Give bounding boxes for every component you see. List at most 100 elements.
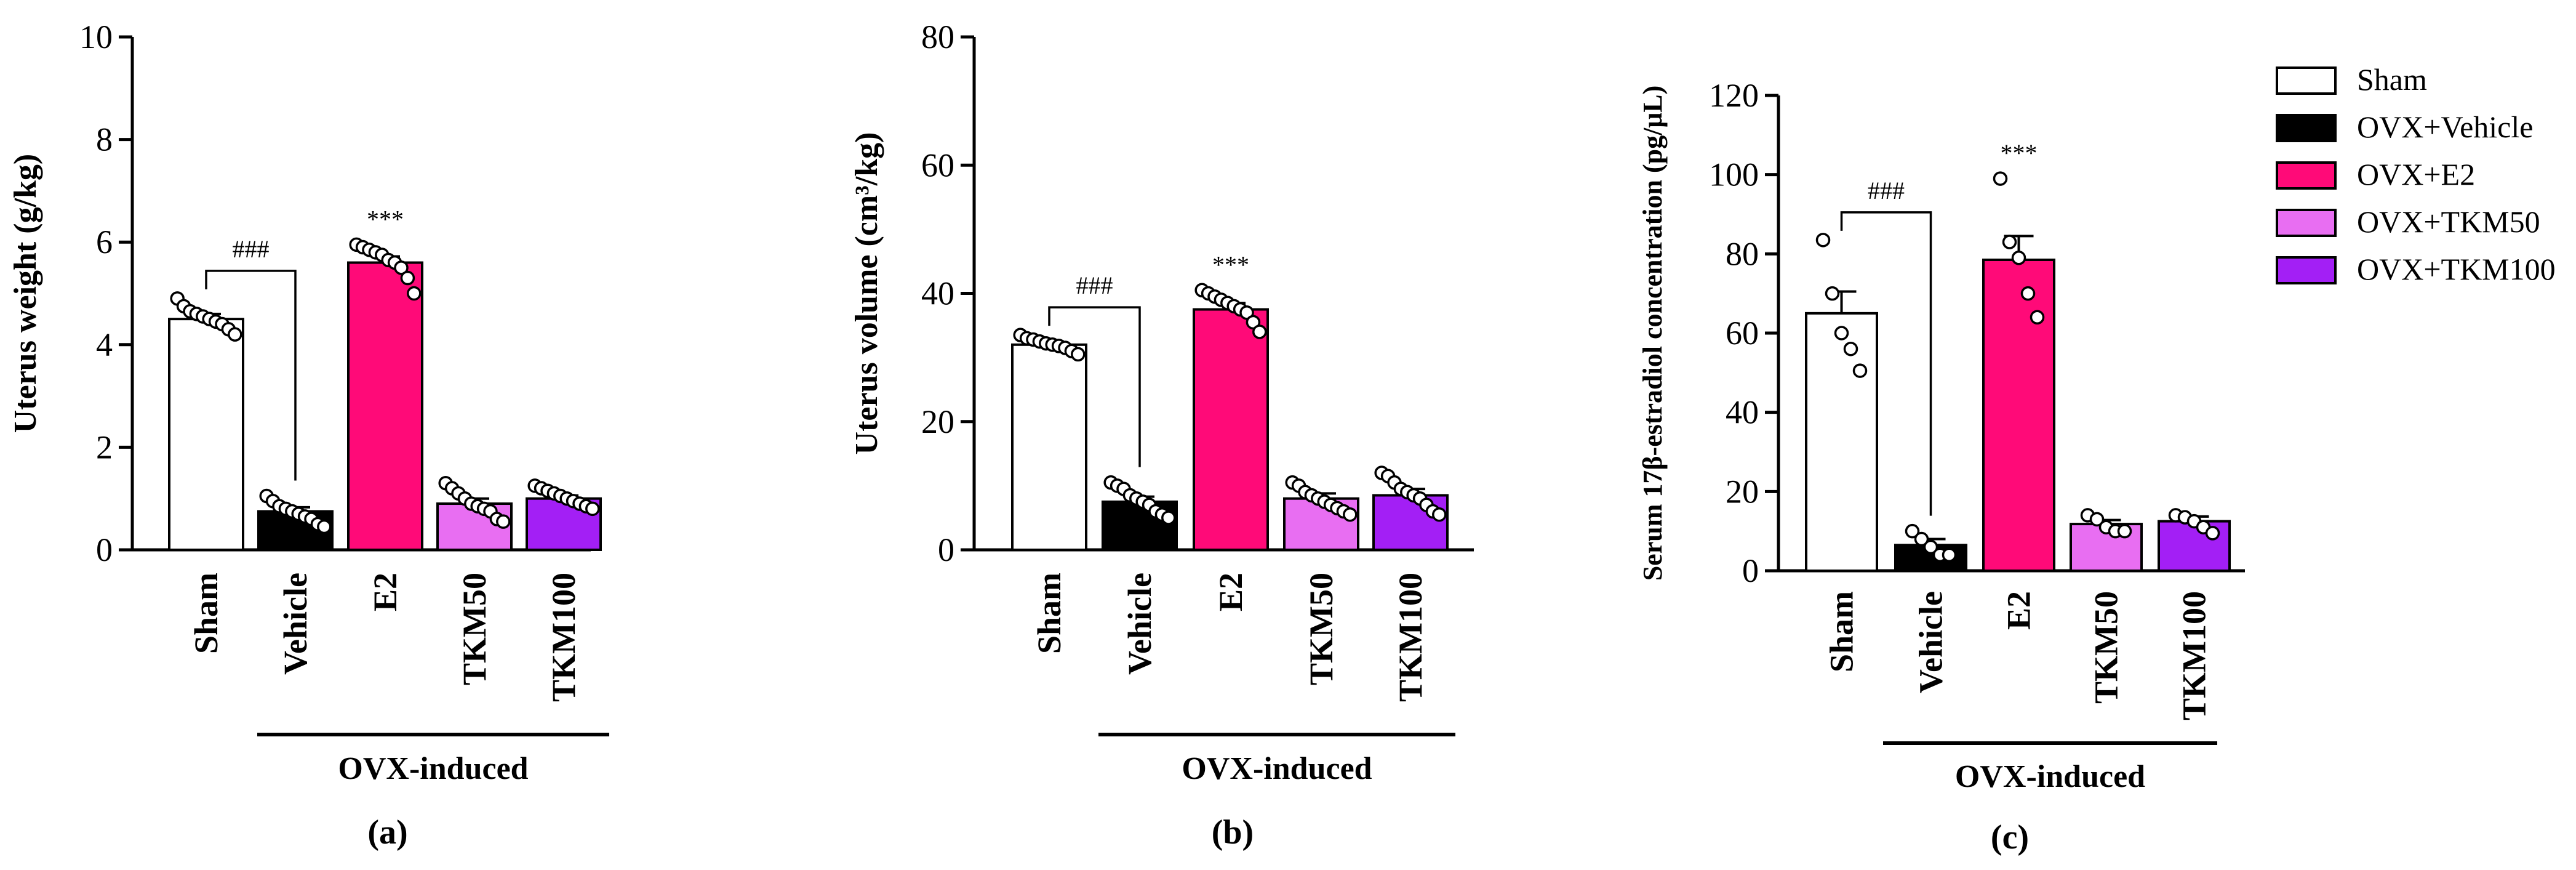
data-point [1161, 510, 1176, 525]
bar [347, 261, 423, 551]
comparison-label: ### [1868, 177, 1905, 204]
data-point [1246, 315, 1261, 330]
category-label: E2 [1212, 573, 1249, 611]
category-label: TKM50 [1303, 573, 1340, 685]
bar [1011, 343, 1087, 551]
comparison-label: ### [1076, 272, 1113, 299]
group-label: OVX-induced [1182, 751, 1372, 786]
data-point [400, 270, 415, 286]
y-tick-label: 60 [921, 147, 954, 183]
data-point [1993, 171, 2008, 186]
significance-label: *** [2001, 139, 2038, 167]
comparison-bracket [205, 270, 297, 481]
category-label: TKM50 [456, 573, 493, 685]
comparison-bracket [1048, 306, 1141, 467]
significance-label: *** [1212, 251, 1249, 278]
y-tick-label: 8 [96, 121, 113, 158]
data-point [407, 286, 422, 301]
legend-swatch [2276, 114, 2337, 142]
data-point [1432, 507, 1447, 522]
legend-label: OVX+E2 [2357, 157, 2475, 191]
category-label: TKM100 [545, 573, 582, 702]
category-label: Vehicle [277, 573, 314, 675]
data-point [1914, 531, 1929, 547]
y-tick-label: 10 [79, 18, 113, 55]
category-label: Sham [1823, 591, 1860, 672]
category-label: Vehicle [1913, 591, 1950, 693]
bar [2158, 520, 2231, 572]
bar [168, 318, 244, 552]
legend-swatch [2276, 66, 2337, 95]
group-label: OVX-induced [1955, 759, 2145, 794]
legend-swatch [2276, 209, 2337, 237]
category-label: TKM100 [2176, 591, 2213, 720]
data-point [2030, 310, 2045, 325]
y-tick-label: 100 [1709, 156, 1759, 193]
bar [1193, 308, 1269, 551]
y-axis-label: Uterus weight (g/kg) [8, 154, 43, 433]
comparison-bracket [1840, 211, 1932, 516]
y-tick-label: 0 [1742, 552, 1759, 589]
data-point [585, 501, 600, 517]
legend-swatch [2276, 161, 2337, 190]
data-point [394, 260, 409, 275]
significance-label: *** [367, 205, 404, 233]
data-point [2011, 251, 2026, 265]
data-point [1071, 347, 1086, 362]
data-point [1942, 547, 1957, 563]
data-point [2205, 526, 2220, 541]
data-point [1239, 305, 1254, 320]
category-label: Sham [1031, 573, 1068, 654]
category-label: E2 [367, 573, 404, 611]
data-point [1843, 341, 1858, 356]
data-point [1343, 507, 1358, 522]
y-tick-label: 0 [96, 531, 113, 568]
category-label: TKM50 [2088, 591, 2125, 704]
data-point [1252, 324, 1267, 339]
legend-label: OVX+TKM50 [2357, 204, 2540, 239]
legend-label: OVX+TKM100 [2357, 252, 2556, 286]
bar [1982, 258, 2055, 572]
y-axis-label: Uterus volume (cm³/kg) [849, 132, 884, 455]
y-tick-label: 120 [1709, 77, 1759, 114]
y-tick-label: 60 [1726, 315, 1759, 352]
y-tick-label: 20 [1726, 473, 1759, 510]
group-label: OVX-induced [338, 751, 528, 786]
y-tick-label: 80 [1726, 235, 1759, 272]
chart-panel-c: 0 20 40 60 80 100 120 Serum 17β-estradiol conce… [1638, 77, 2245, 856]
y-tick-label: 0 [938, 531, 954, 568]
data-point [1905, 523, 1920, 539]
legend: Sham OVX+Vehicle OVX+E2 OVX+TKM50 OVX+TKM100 [2276, 62, 2556, 286]
y-tick-label: 40 [1726, 394, 1759, 431]
data-point [496, 514, 511, 529]
category-label: Sham [188, 573, 225, 654]
data-point [228, 327, 242, 342]
y-tick-label: 6 [96, 224, 113, 260]
legend-label: OVX+Vehicle [2357, 110, 2533, 144]
y-tick-label: 4 [96, 326, 113, 363]
chart-panel-a: 0 2 4 6 8 10 Uterus weight (g/kg) Sham Vehicle E2… [8, 18, 609, 852]
data-point [2020, 286, 2036, 301]
y-tick-label: 20 [921, 403, 954, 440]
data-point [317, 519, 332, 534]
y-tick-label: 40 [921, 275, 954, 312]
legend-swatch [2276, 256, 2337, 284]
legend-label: Sham [2357, 62, 2427, 97]
data-point [1923, 539, 1938, 555]
panel-label: (b) [1212, 813, 1254, 852]
y-axis-label: Serum 17β-estradiol concentration (pg/μL… [1638, 86, 1668, 581]
data-point [2117, 523, 2132, 539]
data-point [1815, 233, 1831, 248]
data-point [2089, 512, 2105, 527]
chart-panel-b: 0 20 40 60 80 Uterus volume (cm³/kg) Sham Vehic… [849, 18, 1474, 852]
bar [1372, 494, 1449, 552]
bar [1805, 312, 1878, 572]
panel-label: (a) [367, 813, 407, 852]
category-label: E2 [2001, 591, 2038, 630]
y-tick-label: 2 [96, 429, 113, 465]
comparison-label: ### [233, 235, 270, 263]
category-label: TKM100 [1392, 573, 1429, 702]
category-label: Vehicle [1121, 573, 1158, 675]
